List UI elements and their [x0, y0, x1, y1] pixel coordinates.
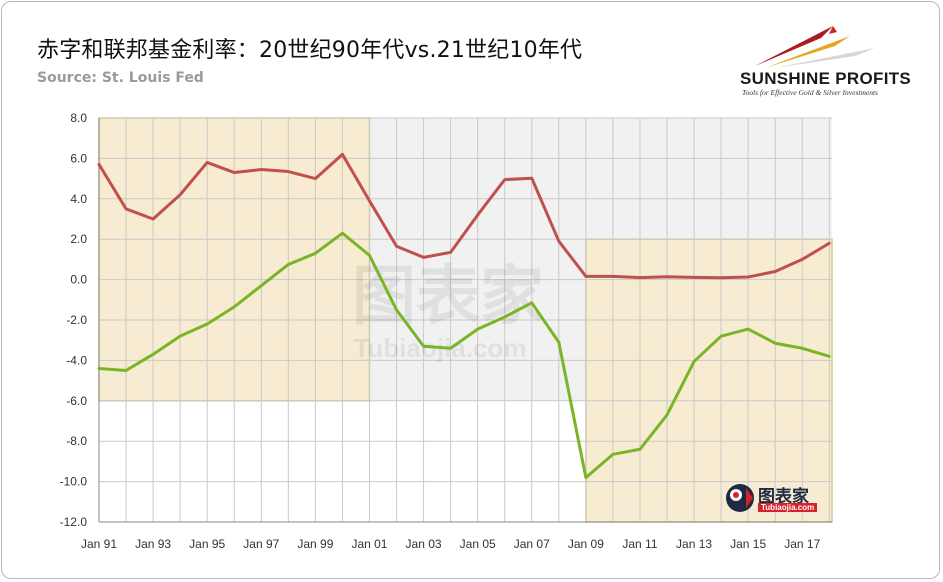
- y-tick-label: 8.0: [70, 111, 87, 125]
- x-tick-label: Jan 05: [460, 537, 496, 551]
- x-tick-label: Jan 01: [351, 537, 387, 551]
- y-tick-label: 0.0: [70, 273, 87, 287]
- x-tick-label: Jan 95: [189, 537, 225, 551]
- x-tick-label: Jan 11: [622, 537, 657, 551]
- x-tick-label: Jan 13: [676, 537, 712, 551]
- x-tick-label: Jan 07: [514, 537, 550, 551]
- sunshine-profits-logo-icon: [755, 26, 875, 68]
- x-tick-label: Jan 97: [243, 537, 279, 551]
- y-tick-label: 2.0: [70, 232, 87, 246]
- x-tick-label: Jan 03: [406, 537, 442, 551]
- y-tick-label: -8.0: [66, 434, 87, 448]
- y-tick-label: -2.0: [66, 313, 87, 327]
- y-tick-label: -12.0: [60, 515, 88, 529]
- logo-name: SUNSHINE PROFITS: [740, 69, 912, 88]
- tubiaojia-watermark-icon: [726, 484, 754, 512]
- y-tick-label: -10.0: [60, 475, 88, 489]
- watermark-text: 图表家: [758, 487, 809, 507]
- series-line-2: [97, 231, 831, 480]
- x-tick-label: Jan 15: [730, 537, 766, 551]
- x-tick-label: Jan 09: [568, 537, 604, 551]
- highlight-region-2: [585, 238, 833, 523]
- y-tick-label: 4.0: [70, 192, 87, 206]
- series-line-1: [97, 152, 831, 280]
- x-tick-label: Jan 99: [297, 537, 333, 551]
- y-tick-label: -6.0: [66, 394, 87, 408]
- background-watermark: 图表家: [352, 260, 544, 334]
- watermark-subtext: Tubiaojia.com: [758, 503, 818, 512]
- y-tick-label: -4.0: [66, 353, 87, 367]
- x-tick-label: Jan 91: [81, 537, 117, 551]
- chart-title: 赤字和联邦基金利率：20世纪90年代vs.21世纪10年代: [37, 38, 583, 63]
- x-tick-label: Jan 93: [135, 537, 171, 551]
- x-tick-label: Jan 17: [784, 537, 820, 551]
- logo-tagline: Tools for Effective Gold & Silver Invest…: [742, 88, 878, 97]
- y-tick-label: 6.0: [70, 151, 87, 165]
- source-note: Source: St. Louis Fed: [37, 70, 204, 86]
